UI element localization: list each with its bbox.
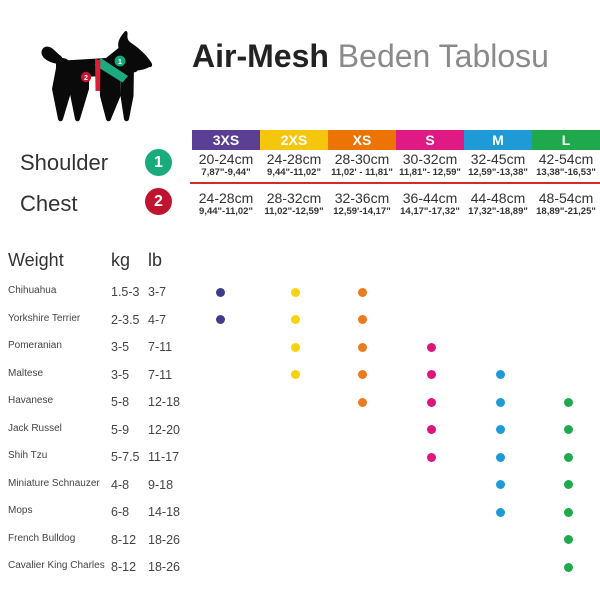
svg-text:1: 1 — [118, 59, 122, 66]
svg-text:2: 2 — [84, 75, 88, 82]
